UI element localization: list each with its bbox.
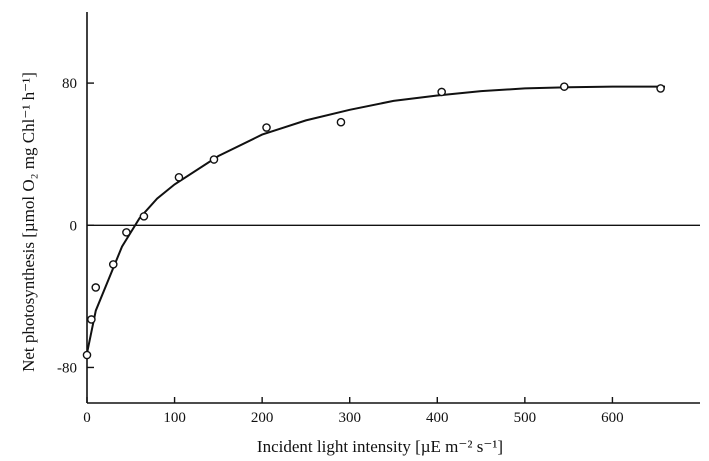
data-point [122,228,131,237]
data-point [139,212,149,221]
x-tick-label: 100 [163,410,186,426]
x-tick-label: 300 [338,410,361,426]
fit-curve [86,85,665,354]
y-tick-label: -80 [57,360,77,376]
plot-area: -80 0 80 0 100 200 300 400 500 600 [57,12,700,426]
data-point [91,283,101,292]
data-point [656,84,665,93]
data-point [174,172,184,182]
data-point [209,155,219,164]
data-point [437,87,446,97]
x-tick-label: 500 [514,410,537,426]
data-point [559,82,569,91]
y-tick-label: 0 [70,218,78,234]
y-axis-label: Net photosynthesis [µmol O₂ mg Chl⁻¹ h⁻¹… [19,72,38,372]
y-tick-label: 80 [62,76,77,92]
x-tick-label: 200 [251,410,274,426]
data-point [82,350,92,360]
x-axis-label: Incident light intensity [µE m⁻² s⁻¹] [257,437,503,456]
x-tick-label: 600 [601,410,624,426]
data-point [336,117,346,127]
data-point [262,123,271,132]
x-tick-label: 400 [426,410,449,426]
x-tick-label: 0 [83,410,91,426]
data-point [87,315,96,324]
data-point [108,260,118,269]
